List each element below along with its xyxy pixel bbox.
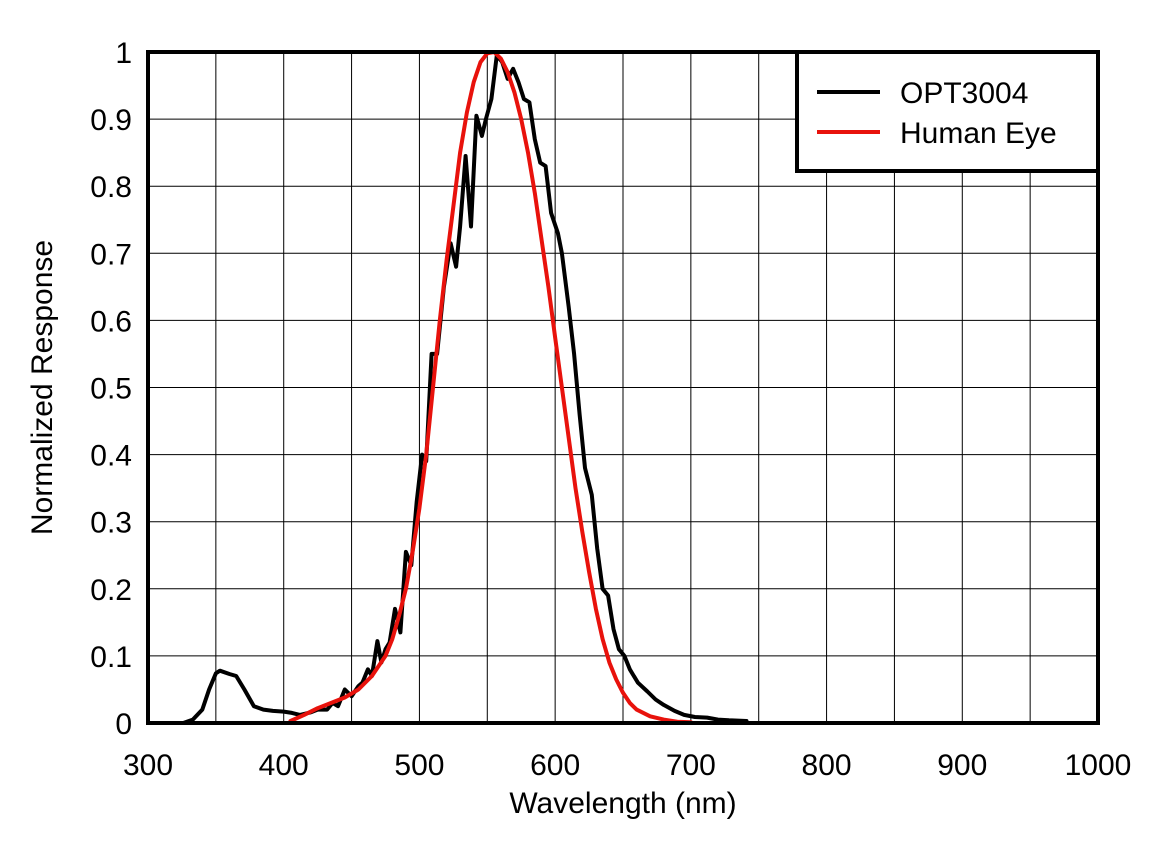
x-tick-label: 1000 [1065,749,1132,782]
x-tick-label: 400 [259,749,309,782]
plot-frame [146,50,1100,725]
x-tick-label: 500 [394,749,444,782]
y-tick-label: 1 [115,37,132,70]
y-tick-label: 0.4 [90,440,132,473]
series-layer [181,50,749,725]
y-tick-label: 0.3 [90,507,132,540]
series-line-opt3004 [181,53,749,725]
x-tick-label: 600 [530,749,580,782]
y-tick-label: 0.8 [90,171,132,204]
y-axis-label: Normalized Response [26,240,59,535]
y-tick-label: 0.2 [90,574,132,607]
x-axis-label: Wavelength (nm) [509,787,736,820]
legend-label-opt3004: OPT3004 [900,77,1028,110]
legend: OPT3004 Human Eye [795,50,1100,173]
x-tick-label: 300 [123,749,173,782]
y-tick-label: 0.6 [90,305,132,338]
legend-box [795,50,1100,173]
y-tick-label: 0 [115,708,132,741]
y-tick-label: 0.1 [90,641,132,674]
y-tick-label: 0.7 [90,238,132,271]
x-tick-label: 800 [802,749,852,782]
series-line-human-eye [288,50,693,725]
x-tick-label: 900 [937,749,987,782]
y-tick-label: 0.9 [90,104,132,137]
legend-label-human-eye: Human Eye [900,117,1057,150]
x-tick-label: 700 [666,749,716,782]
tick-label-layer: 300 400 500 600 700 800 900 1000 0 0.1 0.2 0.3 0.4 0.… [90,37,1131,782]
y-tick-label: 0.5 [90,373,132,406]
